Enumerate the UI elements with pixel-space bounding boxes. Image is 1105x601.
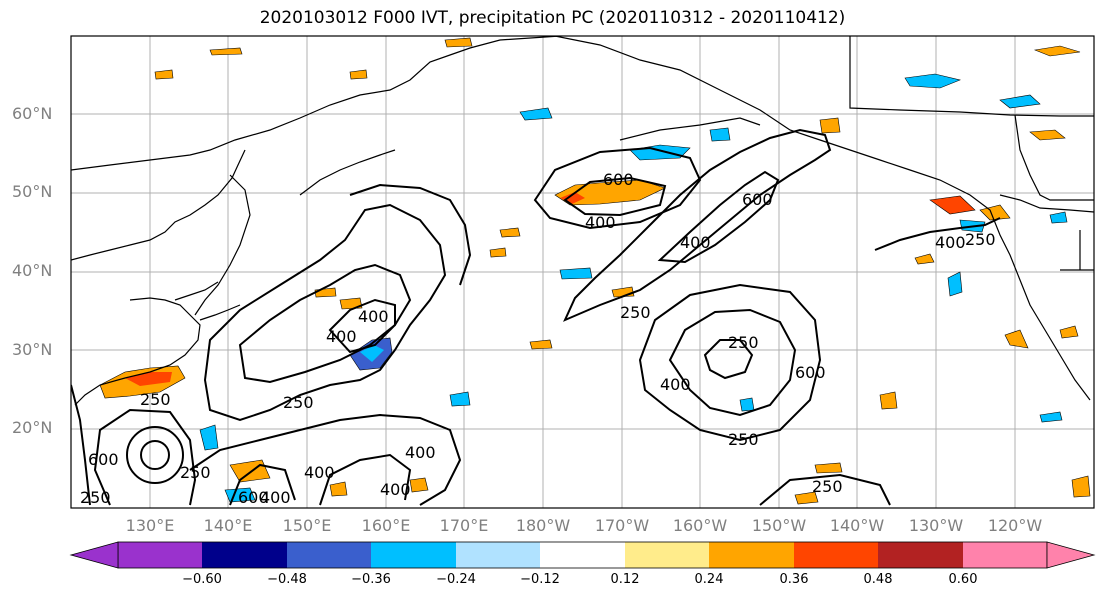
contour-label: 400 <box>260 488 291 507</box>
contour-label: 400 <box>358 307 389 326</box>
colorbar <box>117 541 1048 569</box>
colorbar-tick: −0.60 <box>182 572 222 587</box>
colorbar-tick: 0.12 <box>610 572 640 587</box>
contour-label: 250 <box>728 430 759 449</box>
contour-label: 250 <box>620 303 651 322</box>
contour-label: 250 <box>283 393 314 412</box>
lat-label-20n: 20°N <box>12 418 53 437</box>
contour-label: 600 <box>603 170 634 189</box>
colorbar-segment <box>118 542 202 568</box>
colorbar-segment <box>202 542 287 568</box>
lon-label-150w: 150°W <box>751 516 807 535</box>
lon-label-170e: 170°E <box>439 516 489 535</box>
coastlines <box>71 36 1094 406</box>
contour-label: 250 <box>80 488 111 507</box>
map-frame <box>70 35 1095 509</box>
colorbar-tick: −0.48 <box>267 572 307 587</box>
lon-label-160e: 160°E <box>361 516 411 535</box>
colorbar-segment <box>456 542 540 568</box>
colorbar-min-extend <box>69 541 119 569</box>
colorbar-segment <box>794 542 878 568</box>
lon-label-130e: 130°E <box>125 516 175 535</box>
colorbar-tick: 0.48 <box>863 572 893 587</box>
lon-label-120w: 120°W <box>987 516 1043 535</box>
colorbar-segment <box>540 542 625 568</box>
colorbar-segment <box>625 542 709 568</box>
contour-label: 600 <box>742 190 773 209</box>
contour-label: 600 <box>88 450 119 469</box>
contour-label: 400 <box>380 480 411 499</box>
colorbar-segment <box>963 542 1047 568</box>
lon-label-140w: 140°W <box>829 516 885 535</box>
contour-label: 400 <box>585 213 616 232</box>
precip-shading <box>99 37 1091 505</box>
colorbar-segment <box>371 542 456 568</box>
colorbar-segment <box>878 542 963 568</box>
contour-label: 250 <box>965 230 996 249</box>
colorbar-tick: 0.36 <box>779 572 809 587</box>
lon-label-130w: 130°W <box>908 516 964 535</box>
colorbar-tick: 0.60 <box>948 572 978 587</box>
contour-label: 400 <box>680 233 711 252</box>
map-title: 2020103012 F000 IVT, precipitation PC (2… <box>259 8 846 28</box>
contour-label: 400 <box>935 233 966 252</box>
contour-label: 600 <box>795 363 826 382</box>
contour-label: 400 <box>326 327 357 346</box>
lon-label-170w: 170°W <box>594 516 650 535</box>
lon-label-150e: 150°E <box>282 516 332 535</box>
lat-label-60n: 60°N <box>12 104 53 123</box>
ivt-contours <box>71 128 1001 506</box>
contour-label: 250 <box>812 477 843 496</box>
lon-label-140e: 140°E <box>203 516 253 535</box>
lon-label-180w: 180°W <box>515 516 571 535</box>
colorbar-tick: −0.12 <box>520 572 560 587</box>
lat-label-30n: 30°N <box>12 340 53 359</box>
contour-labels: 400 600 600 400 400 400 250 250 400 600 … <box>80 170 996 507</box>
lon-label-160w: 160°W <box>672 516 728 535</box>
contour-label: 250 <box>180 463 211 482</box>
contour-label: 400 <box>304 463 335 482</box>
colorbar-tick: −0.36 <box>351 572 391 587</box>
contour-label: 250 <box>140 390 171 409</box>
colorbar-tick: 0.24 <box>694 572 724 587</box>
colorbar-segment <box>287 542 371 568</box>
contour-label: 600 <box>238 488 269 507</box>
colorbar-tick: −0.24 <box>436 572 476 587</box>
contour-label: 400 <box>405 443 436 462</box>
lat-label-50n: 50°N <box>12 182 53 201</box>
colorbar-segment <box>709 542 794 568</box>
lat-label-40n: 40°N <box>12 261 53 280</box>
contour-label: 250 <box>728 333 759 352</box>
contour-label: 400 <box>660 375 691 394</box>
colorbar-max-extend <box>1046 541 1096 569</box>
